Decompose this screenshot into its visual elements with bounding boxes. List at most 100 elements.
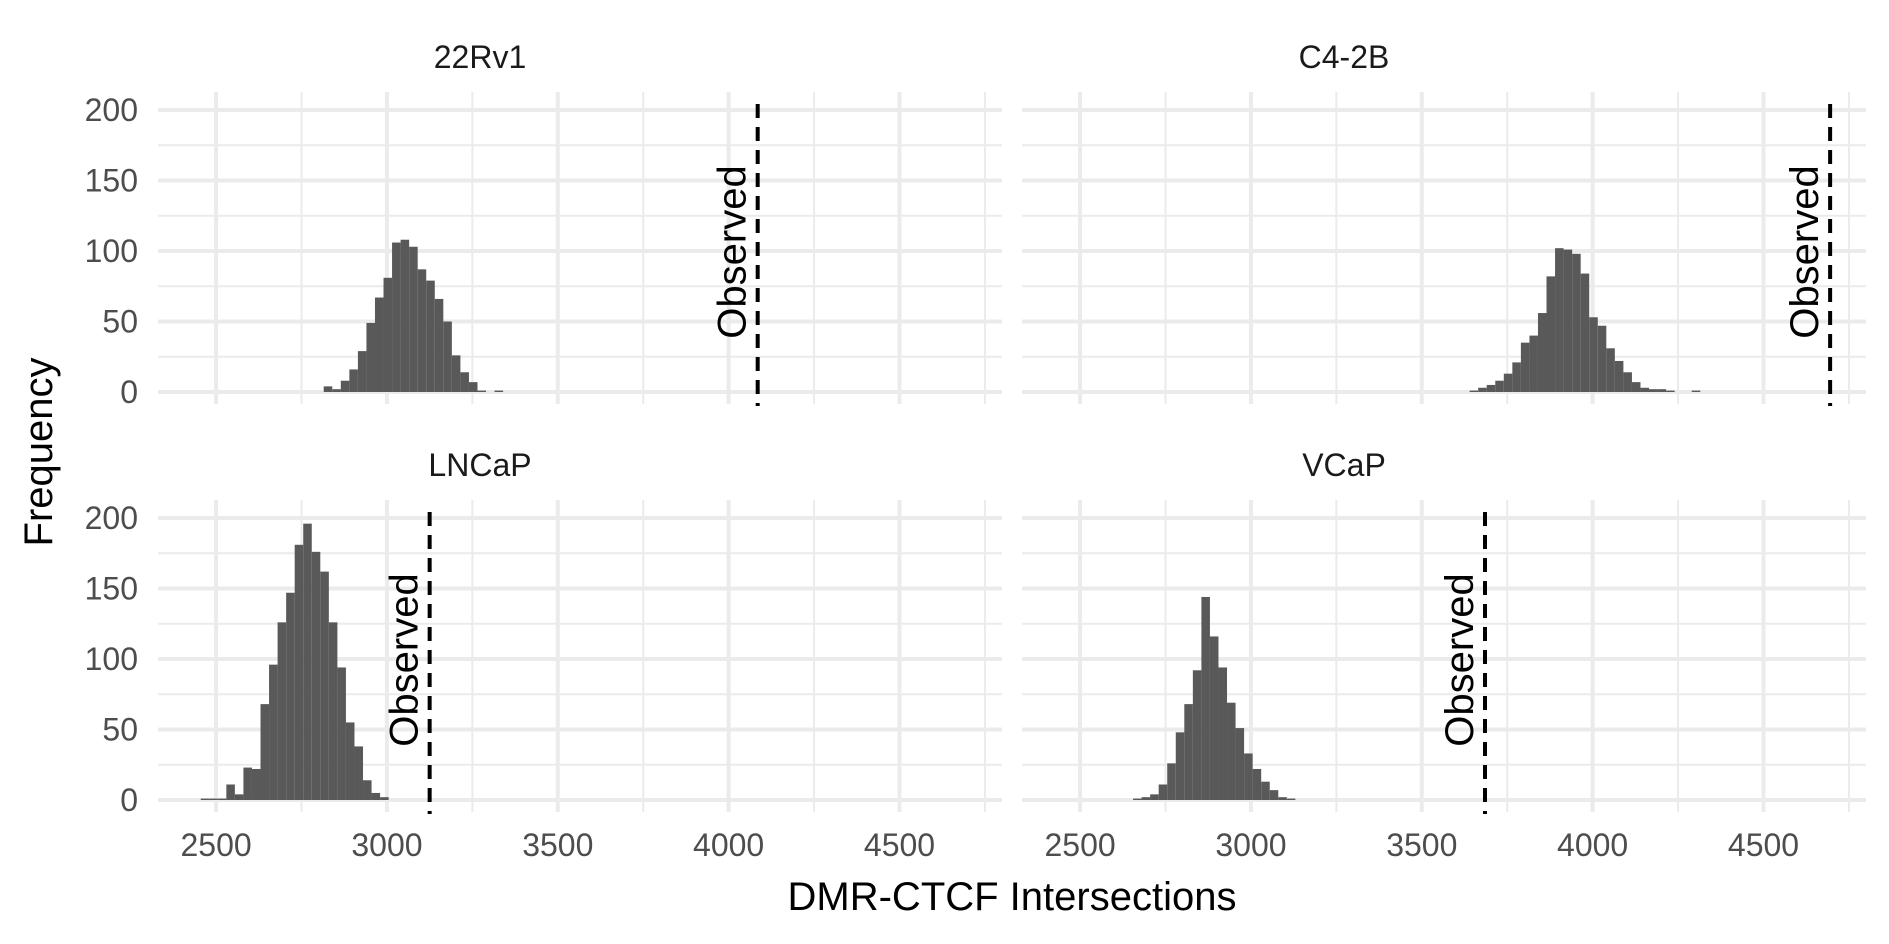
- panel-22rv1: Observed 22Rv1 0 50 100 150 200: [85, 39, 1002, 410]
- histogram-bar: [1478, 387, 1487, 392]
- histogram-bar: [1495, 380, 1504, 392]
- x-tick-label: 4000: [1557, 827, 1628, 863]
- y-tick-label: 0: [120, 782, 138, 818]
- histogram-bar: [1606, 348, 1615, 392]
- histogram-bar: [468, 382, 478, 392]
- histogram-bar: [200, 798, 210, 800]
- histogram-bar: [1623, 372, 1632, 392]
- histogram-bar: [1184, 704, 1193, 800]
- histogram-bar: [209, 798, 218, 800]
- histogram-bar: [366, 322, 375, 392]
- histogram-bar: [1141, 797, 1151, 800]
- x-tick-label: 3500: [522, 827, 593, 863]
- histogram-bar: [400, 239, 410, 392]
- histogram-bar: [460, 372, 469, 392]
- y-tick-label: 150: [85, 571, 138, 607]
- histogram-bar: [303, 523, 312, 800]
- histogram-bar: [1572, 253, 1581, 392]
- histogram-bar: [269, 664, 278, 800]
- histogram-bar: [1201, 596, 1210, 800]
- histogram-bar: [337, 667, 346, 800]
- x-axis-label: DMR-CTCF Intersections: [788, 875, 1237, 919]
- histogram-bar: [340, 380, 350, 392]
- histogram-bar: [1503, 373, 1513, 392]
- histogram-bar: [1563, 249, 1573, 392]
- x-tick-label: 2500: [1044, 827, 1115, 863]
- x-tick-label: 4000: [693, 827, 764, 863]
- histogram-bar: [1631, 382, 1641, 392]
- histogram-bar: [1580, 273, 1590, 392]
- histogram-bar: [1227, 702, 1236, 800]
- x-tick-label: 3000: [351, 827, 422, 863]
- x-tick-label: 3000: [1215, 827, 1286, 863]
- histogram-bar: [1209, 636, 1219, 800]
- y-tick-label: 200: [85, 500, 138, 536]
- histogram-bar: [417, 269, 427, 392]
- observed-label: Observed: [383, 573, 427, 746]
- histogram-bar: [226, 784, 235, 800]
- histogram-bar: [1158, 784, 1168, 800]
- panel-title: LNCaP: [428, 447, 531, 483]
- histogram-bar: [294, 544, 304, 800]
- panel-c4-2b: Observed C4-2B: [1022, 39, 1866, 406]
- panel-title: VCaP: [1302, 447, 1386, 483]
- histogram-bar: [1486, 384, 1496, 392]
- y-tick-label: 100: [85, 233, 138, 269]
- histogram-bar: [434, 298, 444, 392]
- observed-label: Observed: [1438, 573, 1482, 746]
- histogram-bar: [328, 622, 338, 800]
- panel-vcap: Observed VCaP 2500 3000 3500 4000 4500: [1022, 447, 1866, 863]
- histogram-bar: [251, 768, 261, 800]
- histogram-bar: [477, 390, 487, 392]
- histogram-bar: [426, 280, 435, 392]
- histogram-bar: [1666, 390, 1675, 392]
- histogram-bar: [409, 246, 418, 392]
- y-tick-label: 200: [85, 92, 138, 128]
- histogram-bar: [1555, 248, 1564, 392]
- histogram-bar: [345, 722, 355, 800]
- histogram-bar: [323, 386, 333, 392]
- panel-title: 22Rv1: [434, 39, 527, 75]
- histogram-bar: [234, 794, 244, 800]
- histogram-bar: [1235, 728, 1245, 800]
- histogram-bar: [363, 780, 372, 800]
- histogram-bar: [286, 592, 295, 800]
- histogram-bar: [1261, 781, 1270, 800]
- histogram-bar: [1520, 342, 1530, 392]
- histogram-bar: [277, 622, 287, 800]
- histogram-bar: [1597, 325, 1607, 392]
- histogram-bar: [1691, 390, 1701, 392]
- x-tick-label: 2500: [180, 827, 251, 863]
- histogram-bar: [1192, 670, 1202, 800]
- histogram-bar: [349, 369, 358, 392]
- y-tick-label: 150: [85, 163, 138, 199]
- histogram-bar: [371, 792, 381, 800]
- histogram-bar: [1614, 360, 1624, 392]
- histogram-bar: [1469, 390, 1479, 392]
- panel-lncap: Observed LNCaP 0 50 100 150 200 2500 3000 3500 400…: [85, 447, 1002, 863]
- y-axis-label: Frequency: [17, 358, 61, 547]
- histogram-bar: [392, 242, 401, 392]
- x-tick-label: 4500: [1728, 827, 1799, 863]
- histogram-bar: [1529, 335, 1538, 392]
- histogram-bar: [494, 390, 504, 392]
- histogram-bar: [332, 389, 341, 392]
- histogram-bar: [1278, 797, 1287, 800]
- histogram-bar: [383, 277, 393, 392]
- histogram-bar: [451, 355, 461, 392]
- histogram-bar: [1589, 317, 1598, 392]
- histogram-bar: [1218, 667, 1228, 800]
- histogram-bar: [443, 321, 452, 392]
- x-tick-label: 4500: [864, 827, 935, 863]
- histogram-bar: [1640, 387, 1650, 392]
- y-tick-label: 50: [102, 712, 138, 748]
- x-tick-label: 3500: [1386, 827, 1457, 863]
- histogram-bar: [1512, 362, 1521, 392]
- histogram-bar: [1286, 798, 1296, 800]
- histogram-bar: [354, 746, 364, 800]
- histogram-bar: [311, 551, 321, 800]
- histogram-bar: [1546, 276, 1556, 392]
- histogram-bar: [1175, 732, 1185, 800]
